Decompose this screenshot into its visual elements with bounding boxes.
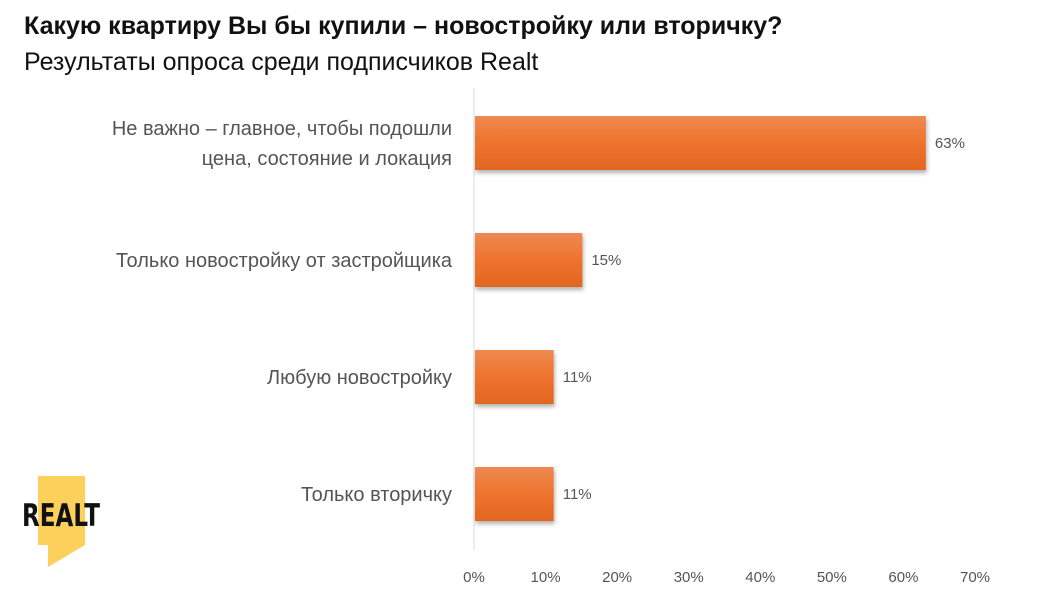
logo-shape bbox=[38, 476, 85, 567]
realt-logo: REALT bbox=[22, 476, 100, 567]
x-tick-label: 60% bbox=[888, 569, 918, 586]
x-tick-label: 70% bbox=[960, 569, 990, 586]
data-label: 63% bbox=[935, 135, 965, 152]
category-label: цена, состояние и локация bbox=[202, 148, 452, 170]
logo-text: REALT bbox=[22, 498, 100, 534]
category-label: Только вторичку bbox=[301, 484, 452, 506]
data-label: 15% bbox=[591, 252, 621, 269]
bar bbox=[475, 350, 554, 404]
x-tick-label: 20% bbox=[602, 569, 632, 586]
x-tick-label: 30% bbox=[674, 569, 704, 586]
category-label: Только новостройку от застройщика bbox=[116, 250, 453, 272]
data-label: 11% bbox=[563, 486, 592, 503]
category-label: Любую новостройку bbox=[267, 367, 452, 389]
x-tick-label: 0% bbox=[463, 569, 485, 586]
x-tick-label: 10% bbox=[531, 569, 561, 586]
chart-subtitle: Результаты опроса среди подписчиков Real… bbox=[24, 48, 539, 76]
bar bbox=[475, 233, 583, 287]
category-label: Не важно – главное, чтобы подошли bbox=[112, 118, 452, 140]
x-tick-label: 40% bbox=[745, 569, 775, 586]
x-tick-label: 50% bbox=[817, 569, 847, 586]
chart-title: Какую квартиру Вы бы купили – новостройк… bbox=[24, 12, 783, 40]
bar bbox=[475, 467, 554, 521]
bar bbox=[475, 116, 926, 170]
data-label: 11% bbox=[563, 369, 592, 386]
